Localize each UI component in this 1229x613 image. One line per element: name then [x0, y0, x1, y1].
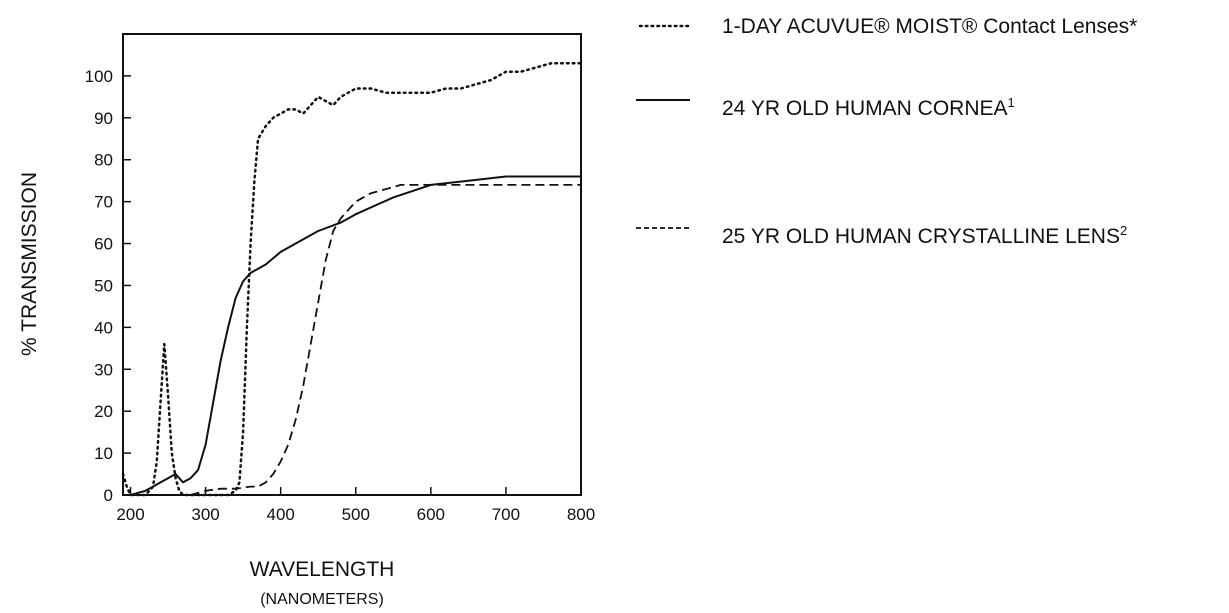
- series-layer: [121, 62, 583, 497]
- y-tick-label: 60: [94, 235, 113, 254]
- x-tick-label: 500: [342, 505, 370, 524]
- series-line-acuvue: [121, 62, 583, 497]
- y-tick-label: 50: [94, 276, 113, 295]
- y-tick-label: 20: [94, 402, 113, 421]
- x-axis-sublabel: (NANOMETERS): [260, 591, 384, 608]
- y-axis-label: % TRANSMISSION: [18, 172, 41, 356]
- series-line-crystalline-lens: [190, 183, 581, 496]
- x-tick-label: 200: [116, 505, 144, 524]
- legend-label-acuvue: 1-DAY ACUVUE® MOIST® Contact Lenses*: [722, 15, 1137, 38]
- legend-label-crystalline-lens: 25 YR OLD HUMAN CRYSTALLINE LENS2: [722, 223, 1127, 248]
- legend-label-cornea: 24 YR OLD HUMAN CORNEA1: [722, 95, 1015, 120]
- y-tick-label: 10: [94, 444, 113, 463]
- x-tick-label: 700: [492, 505, 520, 524]
- y-tick-label: 40: [94, 318, 113, 337]
- x-tick-label: 800: [567, 505, 595, 524]
- y-axis-ticks: 0 10 20 30 40 50 60 70 80 90 100: [85, 67, 131, 505]
- y-tick-label: 70: [94, 193, 113, 212]
- y-tick-label: 0: [104, 486, 113, 505]
- y-tick-label: 100: [85, 67, 113, 86]
- x-tick-label: 300: [191, 505, 219, 524]
- y-tick-label: 30: [94, 360, 113, 379]
- x-axis-label: WAVELENGTH: [250, 558, 395, 581]
- x-axis-ticks: 200 300 400 500 600 700 800: [116, 487, 595, 524]
- series-line-cornea: [130, 175, 581, 496]
- plot-frame: [122, 33, 582, 496]
- x-tick-label: 600: [417, 505, 445, 524]
- x-tick-label: 400: [266, 505, 294, 524]
- y-tick-label: 80: [94, 151, 113, 170]
- legend: 1-DAY ACUVUE® MOIST® Contact Lenses* 24 …: [636, 15, 1137, 248]
- y-tick-label: 90: [94, 109, 113, 128]
